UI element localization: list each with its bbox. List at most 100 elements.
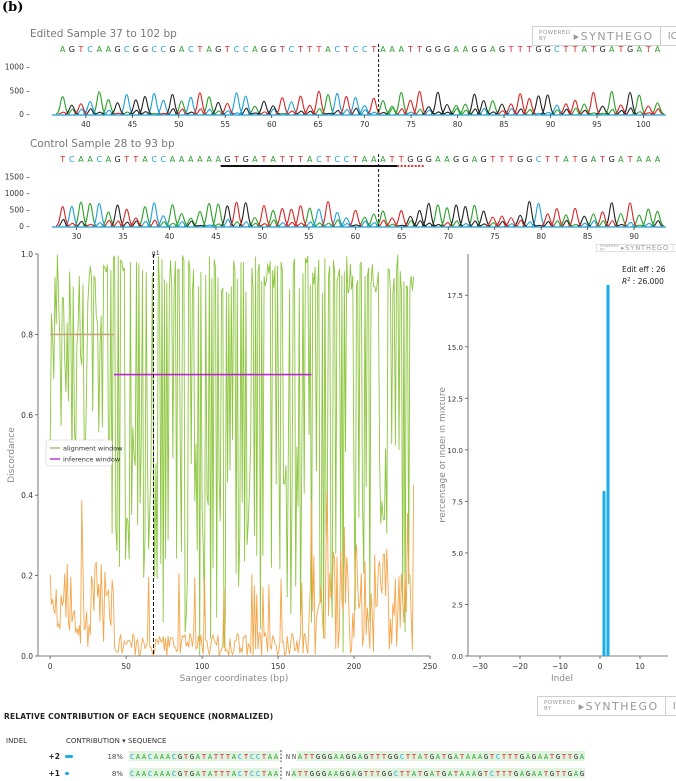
sort-arrow-icon: ▾	[122, 737, 126, 745]
base-letter: T	[297, 45, 303, 54]
base-highlight	[483, 768, 489, 778]
base-highlight	[411, 768, 417, 778]
base-letter: G	[481, 155, 487, 164]
sequence-base: T	[556, 770, 561, 778]
base-letter: A	[380, 155, 386, 164]
sequence-base: T	[460, 753, 465, 761]
base-highlight	[207, 751, 213, 761]
base-letter: C	[188, 45, 194, 54]
contribution-bar	[65, 772, 69, 775]
base-highlight	[309, 751, 315, 761]
sequence-base: G	[520, 753, 524, 761]
sequence-base: T	[490, 753, 495, 761]
badge-product: ICE	[659, 27, 676, 45]
y-tick-label: 7.5	[452, 498, 463, 506]
base-highlight	[447, 768, 453, 778]
x-tick-label: 30	[72, 232, 82, 241]
sequence-base: T	[370, 753, 375, 761]
base-letter: G	[261, 45, 267, 54]
sequence-base: T	[436, 770, 441, 778]
base-letter: G	[526, 155, 532, 164]
sequence-base: C	[172, 753, 176, 761]
sequence-base: T	[508, 770, 513, 778]
sequence-base: C	[490, 770, 494, 778]
base-letter: C	[344, 155, 350, 164]
base-letter: G	[416, 155, 422, 164]
sequence-base: T	[562, 753, 567, 761]
sequence-base: T	[202, 753, 207, 761]
base-highlight	[303, 751, 309, 761]
base-letter: G	[517, 155, 523, 164]
base-highlight	[195, 768, 201, 778]
sequence-base: G	[382, 770, 386, 778]
x-tick-label: 55	[304, 232, 314, 241]
base-highlight	[177, 751, 183, 761]
sequence-base: A	[430, 770, 435, 778]
base-letter: T	[627, 155, 633, 164]
base-highlight	[165, 768, 171, 778]
sequence-base: A	[520, 770, 525, 778]
sequence-base: G	[394, 753, 398, 761]
y-tick-label: 500 –	[10, 206, 31, 215]
base-letter: C	[87, 45, 93, 54]
sequence-base: T	[562, 770, 567, 778]
base-highlight	[561, 751, 567, 761]
sequence-base: T	[400, 770, 405, 778]
sequence-base: A	[478, 753, 483, 761]
sequence-base: A	[352, 770, 357, 778]
contribution-column-header[interactable]: CONTRIBUTION ▾	[66, 737, 126, 745]
base-letter: T	[498, 155, 504, 164]
base-highlight	[387, 751, 393, 761]
sequence-base: G	[346, 753, 350, 761]
sequence-base: T	[502, 770, 507, 778]
base-letter: C	[554, 45, 560, 54]
base-highlight	[501, 768, 507, 778]
base-letter: A	[371, 155, 377, 164]
base-highlight	[333, 751, 339, 761]
base-letter: C	[151, 155, 157, 164]
base-letter: C	[151, 45, 157, 54]
contribution-bar	[65, 755, 73, 758]
x-tick-label: 10	[635, 662, 645, 671]
sequence-base: A	[166, 753, 171, 761]
base-highlight	[219, 768, 225, 778]
y-tick-label: 0.8	[21, 330, 33, 339]
indel-value: +1	[48, 769, 60, 778]
base-highlight	[363, 768, 369, 778]
base-letter: T	[508, 45, 514, 54]
base-highlight	[507, 768, 513, 778]
y-tick-label: 1000 –	[5, 189, 30, 198]
base-letter: T	[617, 45, 623, 54]
base-letter: T	[233, 155, 239, 164]
base-highlight	[579, 751, 585, 761]
trace-line-C	[76, 92, 564, 115]
indel-distribution-plot: 0.0 2.5 5.0 7.5 10.0 12.5 15.0 17.5 −30 −20 −10 0 10…	[440, 254, 668, 684]
base-highlight	[453, 768, 459, 778]
y-tick-label: 5.0	[452, 550, 463, 558]
base-letter: T	[572, 45, 578, 54]
base-letter: A	[618, 155, 624, 164]
base-highlight	[189, 768, 195, 778]
sequence-base: T	[214, 770, 219, 778]
base-letter: G	[471, 45, 477, 54]
base-highlight	[201, 768, 207, 778]
sequence-base: C	[130, 770, 134, 778]
base-letter: A	[206, 45, 212, 54]
base-highlight	[147, 751, 153, 761]
sequence-base: G	[574, 753, 578, 761]
x-tick-label: 50	[258, 232, 268, 241]
base-highlight	[483, 751, 489, 761]
sequence-base: A	[208, 753, 213, 761]
sequence-base: C	[148, 770, 152, 778]
sequence-base: T	[214, 753, 219, 761]
base-letter: A	[399, 45, 405, 54]
x-tick-label: 75	[406, 120, 416, 129]
base-highlight	[201, 751, 207, 761]
base-highlight	[441, 768, 447, 778]
sequence-base: A	[448, 770, 453, 778]
base-letter: C	[289, 45, 295, 54]
sequence-base: A	[526, 753, 531, 761]
x-tick-label: 90	[629, 232, 639, 241]
cut-site-label: g1	[151, 249, 159, 257]
y-tick-label: 0 –	[19, 222, 30, 231]
